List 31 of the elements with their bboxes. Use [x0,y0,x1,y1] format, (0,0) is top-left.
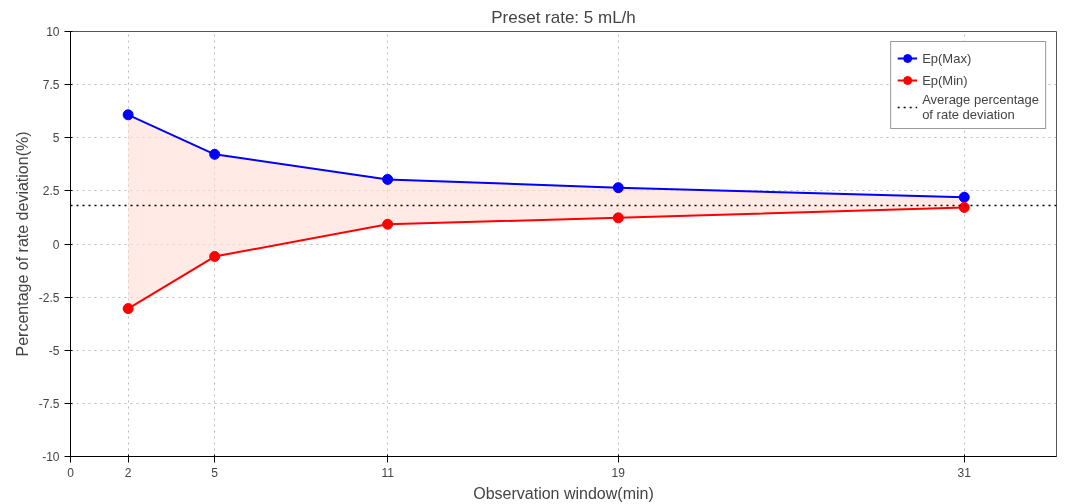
y-tick-label: 10 [46,25,60,39]
x-tick-label: 0 [67,465,75,480]
point [122,109,134,121]
y-tick-label: -7.5 [38,396,60,411]
x-tick-label: 19 [611,465,626,480]
y-tick-label: -10 [42,450,60,464]
point [209,251,221,263]
x-axis-title: Observation window(min) [473,484,654,502]
point [382,218,394,230]
y-tick-label: -5 [48,343,60,358]
y-tick-label: 0 [52,237,60,252]
x-tick-label: 2 [124,465,132,480]
y-axis-title: Percentage of rate deviation(%) [13,131,31,357]
legend-label: Ep(Max) [922,50,972,66]
y-tick-label: 2.5 [42,184,60,199]
point [612,212,624,224]
chart-title: Preset rate: 5 mL/h [491,7,636,27]
y-tick-label: 5 [52,131,60,146]
y-tick-label: 7.5 [42,78,60,93]
x-tick-label: 11 [381,465,395,480]
point [958,191,970,203]
point [209,148,221,160]
legend-label: Ep(Min) [922,72,968,88]
point [612,182,624,194]
y-tick-label: -2.5 [38,290,60,305]
x-tick-label: 5 [211,465,219,480]
legend-label: Average percentage of rate deviation [922,92,1039,122]
point [958,201,970,213]
x-tick-label: 31 [957,465,972,480]
point [122,303,134,315]
point [382,173,394,185]
